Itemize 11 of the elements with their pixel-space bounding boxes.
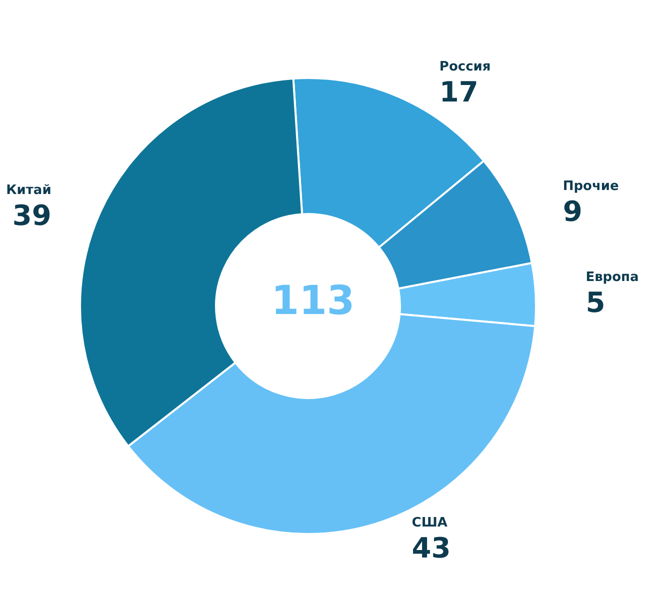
slice-label: Россия [439,59,491,74]
data-label: 39 [12,198,52,232]
data-label: 17 [439,75,478,108]
data-label: 5 [586,286,606,320]
slice-label: США [412,516,448,531]
text: 113 [271,278,355,324]
data-label: 43 [412,532,451,565]
slice-label: Европа [586,270,639,286]
slice-label: Китай [6,182,52,198]
data-label: 9 [562,195,582,228]
slice-label: Прочие [562,179,620,194]
